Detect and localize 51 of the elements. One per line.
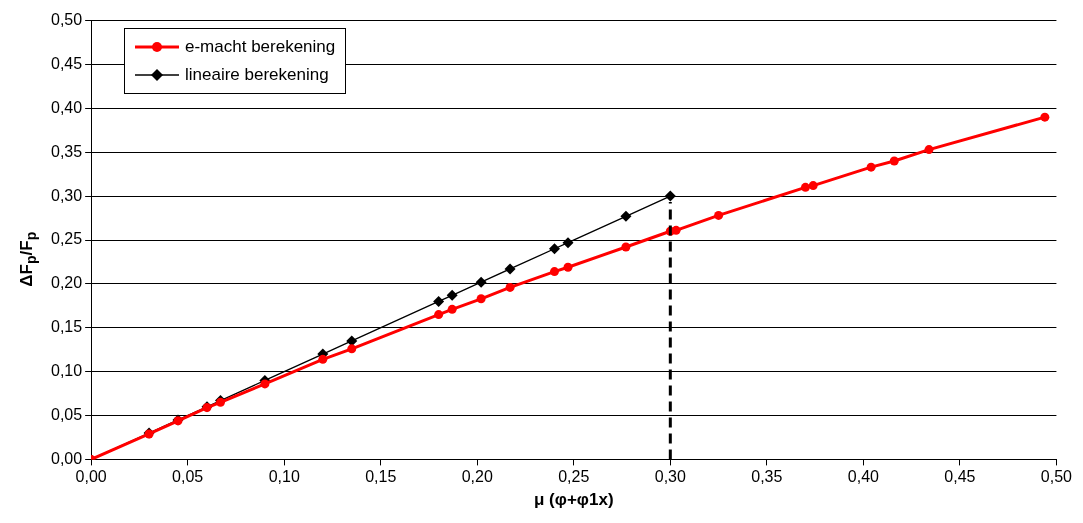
- y-tick-label: 0,25: [51, 230, 83, 248]
- point: [1040, 112, 1050, 122]
- x-tick-label: 0,40: [847, 468, 880, 486]
- x-tick-label: 0,00: [75, 468, 107, 486]
- y-tick-label: 0,20: [51, 274, 83, 292]
- point: [664, 190, 676, 202]
- x-tick-label: 0,10: [268, 468, 300, 486]
- y-tick-label: 0,00: [51, 449, 83, 467]
- point: [347, 344, 357, 354]
- point: [476, 294, 486, 304]
- y-tick-label: 0,45: [51, 54, 83, 72]
- y-tick-label: 0,05: [51, 405, 83, 423]
- point: [433, 295, 445, 307]
- x-axis-title: μ (φ+φ1x): [533, 490, 614, 510]
- point: [889, 156, 899, 166]
- point: [621, 242, 631, 252]
- point: [924, 145, 934, 155]
- y-tick-label: 0,50: [51, 11, 83, 29]
- point: [447, 304, 457, 314]
- point: [260, 379, 270, 389]
- y-tick-label: 0,10: [51, 362, 83, 380]
- y-tick-label: 0,40: [51, 98, 83, 116]
- point: [714, 210, 724, 220]
- x-tick-label: 0,05: [172, 468, 204, 486]
- point: [808, 181, 818, 191]
- legend-label: e-macht berekening: [185, 37, 336, 57]
- x-tick-label: 0,45: [944, 468, 976, 486]
- point: [318, 354, 328, 364]
- x-tick-label: 0,50: [1040, 468, 1073, 486]
- y-tick-label: 0,15: [51, 318, 83, 336]
- point: [548, 243, 560, 255]
- x-tick-label: 0,25: [558, 468, 590, 486]
- point: [504, 263, 516, 275]
- y-tick-label: 0,30: [51, 186, 83, 204]
- point: [549, 267, 559, 277]
- x-tick-label: 0,20: [461, 468, 493, 486]
- point: [562, 237, 574, 249]
- point: [475, 276, 487, 288]
- x-tick-label: 0,15: [365, 468, 397, 486]
- point: [563, 262, 573, 272]
- x-tick-label: 0,35: [751, 468, 783, 486]
- x-tick-label: 0,30: [654, 468, 686, 486]
- y-tick-label: 0,35: [51, 142, 83, 160]
- point: [800, 182, 810, 192]
- point: [671, 225, 681, 235]
- point: [620, 210, 632, 222]
- point: [505, 282, 515, 292]
- point: [866, 162, 876, 172]
- point: [446, 289, 458, 301]
- point: [434, 310, 444, 320]
- legend-label: lineaire berekening: [185, 65, 329, 85]
